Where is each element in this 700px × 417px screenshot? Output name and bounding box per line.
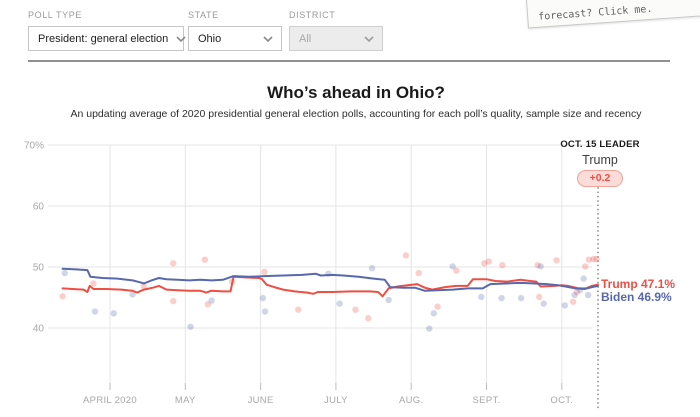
trump-poll-dot bbox=[295, 306, 302, 313]
trump-poll-dot bbox=[170, 260, 177, 267]
biden-poll-dot bbox=[580, 275, 587, 282]
state-label: STATE bbox=[188, 10, 219, 20]
x-axis-tick-label: APRIL 2020 bbox=[83, 395, 137, 406]
district-select: All bbox=[289, 26, 383, 51]
biden-poll-dot bbox=[129, 291, 136, 298]
biden-poll-dot bbox=[561, 302, 569, 309]
trump-poll-dot bbox=[59, 293, 66, 300]
trump-average-line bbox=[61, 275, 599, 298]
x-axis-tick-label: OCT. bbox=[550, 395, 573, 406]
x-axis-tick-label: MAY bbox=[175, 395, 196, 406]
biden-poll-dot bbox=[91, 308, 99, 315]
y-axis-tick-label: 60 bbox=[33, 202, 45, 213]
district-value: All bbox=[299, 32, 312, 45]
state-select[interactable]: Ohio bbox=[188, 26, 282, 51]
header-divider bbox=[28, 60, 670, 62]
biden-poll-dot bbox=[208, 297, 215, 304]
trump-poll-dot bbox=[569, 298, 577, 305]
trump-end-label: Trump 47.1% bbox=[601, 276, 676, 291]
leader-name: Trump bbox=[582, 153, 618, 167]
poll-type-label: POLL TYPE bbox=[28, 10, 82, 20]
biden-poll-dot bbox=[336, 300, 343, 307]
trump-poll-dot bbox=[415, 269, 422, 277]
biden-poll-dot bbox=[478, 293, 485, 301]
biden-poll-dot bbox=[449, 263, 456, 270]
state-value: Ohio bbox=[198, 32, 222, 45]
page-title: Who’s ahead in Ohio? bbox=[267, 83, 445, 102]
poll-type-value: President: general election bbox=[38, 32, 169, 45]
trump-poll-dot bbox=[90, 280, 97, 287]
y-axis-tick-label: 40 bbox=[33, 324, 45, 335]
trump-poll-dot bbox=[581, 263, 589, 270]
leader-margin-badge: +0.2 bbox=[576, 170, 624, 187]
biden-end-label: Biden 46.9% bbox=[601, 289, 672, 304]
poll-type-select[interactable]: President: general election bbox=[28, 26, 186, 51]
biden-poll-dot bbox=[61, 269, 69, 277]
trump-poll-dot bbox=[434, 303, 441, 310]
page-subtitle: An updating average of 2020 presidential… bbox=[70, 108, 642, 120]
trump-poll-dot bbox=[485, 258, 492, 265]
chevron-down-icon bbox=[263, 35, 273, 42]
leader-date: OCT. 15 LEADER bbox=[560, 139, 640, 150]
trump-poll-dot bbox=[352, 306, 359, 313]
biden-poll-dot bbox=[110, 310, 117, 317]
y-axis-tick-label: 50 bbox=[33, 263, 45, 274]
y-axis-tick-label: 70% bbox=[24, 141, 44, 152]
trump-poll-dot bbox=[204, 301, 212, 308]
x-axis-tick-label: JULY bbox=[324, 395, 348, 406]
trump-poll-dot bbox=[453, 267, 460, 274]
biden-poll-dot bbox=[187, 323, 194, 330]
biden-poll-dot bbox=[261, 308, 269, 315]
trump-poll-dot bbox=[365, 315, 372, 322]
trump-poll-dot bbox=[593, 255, 600, 263]
biden-poll-dot bbox=[540, 300, 547, 307]
trump-poll-dot bbox=[590, 255, 597, 263]
biden-poll-dot bbox=[517, 294, 525, 302]
trump-poll-dot bbox=[499, 261, 506, 269]
biden-poll-dot bbox=[385, 296, 392, 304]
biden-poll-dot bbox=[584, 291, 592, 299]
trump-poll-dot bbox=[402, 252, 410, 259]
trump-poll-dot bbox=[261, 268, 268, 276]
trump-poll-dot bbox=[553, 257, 560, 264]
trump-poll-dot bbox=[536, 293, 543, 301]
trump-poll-dot bbox=[534, 261, 541, 269]
district-label: DISTRICT bbox=[289, 10, 336, 20]
x-axis-tick-label: JUNE bbox=[248, 395, 274, 406]
chevron-down-icon bbox=[176, 35, 186, 42]
chevron-down-icon bbox=[364, 35, 374, 42]
state-filter: STATE Ohio bbox=[188, 10, 282, 51]
district-filter: DISTRICT All bbox=[289, 10, 383, 51]
trump-poll-dot bbox=[140, 283, 148, 290]
biden-poll-dot bbox=[368, 265, 376, 272]
trump-poll-dot bbox=[585, 256, 593, 263]
biden-poll-dot bbox=[426, 325, 433, 332]
biden-poll-dot bbox=[571, 291, 578, 299]
x-axis-tick-label: SEPT. bbox=[473, 395, 501, 406]
biden-average-line bbox=[61, 267, 599, 292]
biden-poll-dot bbox=[430, 310, 437, 317]
poll-type-filter: POLL TYPE President: general election bbox=[28, 10, 186, 51]
biden-poll-dot bbox=[259, 294, 267, 302]
trump-poll-dot bbox=[573, 288, 581, 296]
trump-poll-dot bbox=[201, 256, 209, 263]
leader-annotation: OCT. 15 LEADER Trump +0.2 bbox=[540, 139, 660, 187]
x-axis-tick-label: AUG. bbox=[399, 395, 423, 406]
biden-poll-dot bbox=[498, 294, 505, 302]
biden-poll-dot bbox=[537, 263, 544, 270]
trump-poll-dot bbox=[481, 260, 488, 267]
trump-poll-dot bbox=[170, 297, 177, 305]
